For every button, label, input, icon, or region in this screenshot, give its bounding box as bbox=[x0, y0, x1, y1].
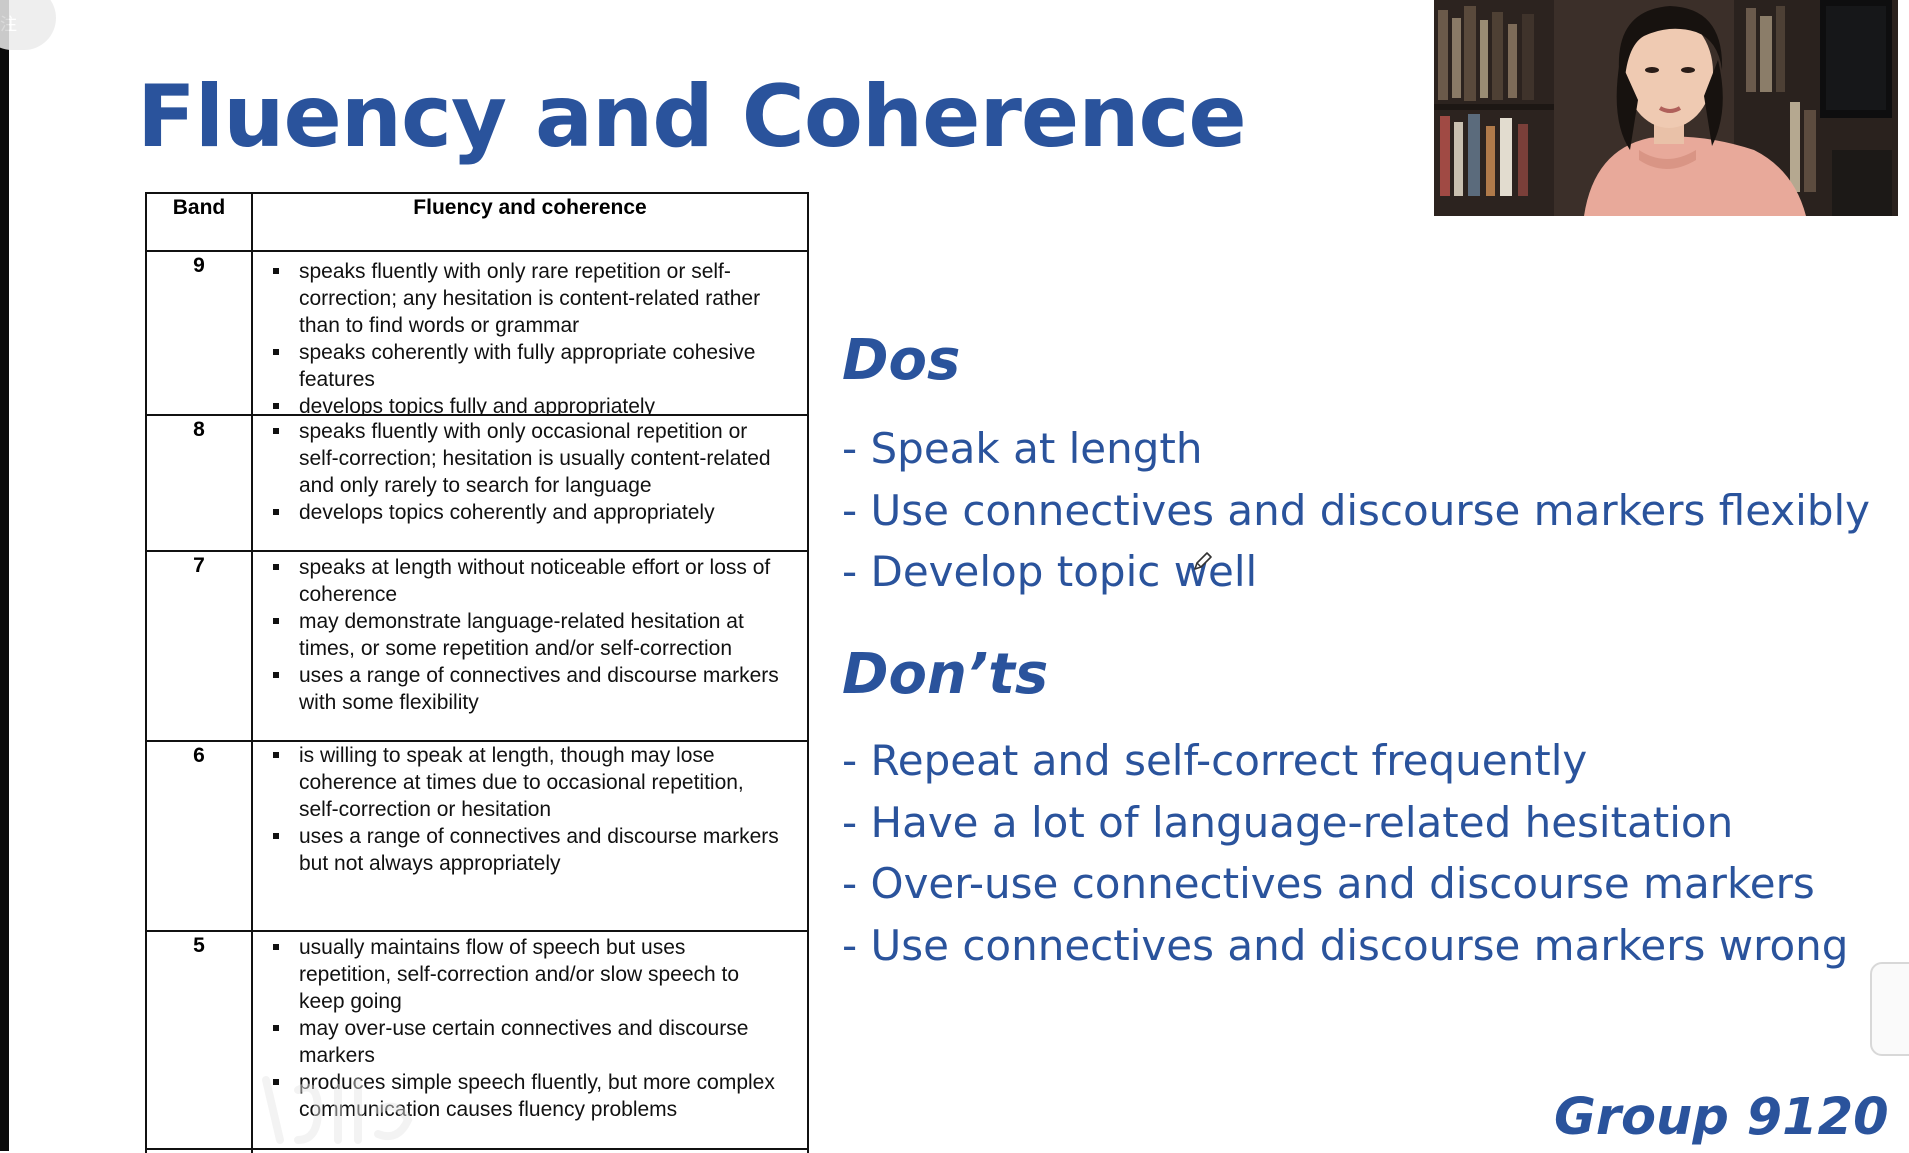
corner-badge[interactable]: 注 bbox=[0, 0, 56, 50]
criterion-column-header: Fluency and coherence bbox=[253, 196, 807, 220]
dos-item: - Develop topic well bbox=[842, 541, 1870, 603]
table-header-row: Band Fluency and coherence bbox=[147, 194, 807, 252]
band-number: 6 bbox=[147, 744, 251, 768]
band-number: 5 bbox=[147, 934, 251, 958]
donts-item: - Have a lot of language-related hesitat… bbox=[842, 792, 1848, 854]
side-panel-handle[interactable] bbox=[1870, 962, 1909, 1056]
descriptor-item: uses a range of connectives and discours… bbox=[299, 823, 779, 877]
descriptor-item: speaks coherently with fully appropriate… bbox=[299, 339, 779, 393]
dos-item: - Use connectives and discourse markers … bbox=[842, 480, 1870, 542]
descriptor-item: usually maintains flow of speech but use… bbox=[299, 934, 779, 1015]
dos-item: - Speak at length bbox=[842, 418, 1870, 480]
descriptor-list: speaks at length without noticeable effo… bbox=[253, 554, 779, 716]
descriptor-item: uses a range of connectives and discours… bbox=[299, 662, 779, 716]
descriptor-item: speaks at length without noticeable effo… bbox=[299, 554, 779, 608]
table-row-band-6: 6 is willing to speak at length, though … bbox=[147, 742, 807, 932]
table-row-band-7: 7 speaks at length without noticeable ef… bbox=[147, 552, 807, 742]
donts-item: - Repeat and self-correct frequently bbox=[842, 730, 1848, 792]
descriptor-item: develops topics fully and appropriately bbox=[299, 393, 779, 416]
donts-heading: Don’ts bbox=[842, 640, 1048, 710]
donts-item: - Use connectives and discourse markers … bbox=[842, 915, 1848, 977]
descriptor-item: is willing to speak at length, though ma… bbox=[299, 742, 779, 823]
band-number: 8 bbox=[147, 418, 251, 442]
descriptor-list: speaks fluently with only occasional rep… bbox=[253, 418, 779, 526]
band-number: 9 bbox=[147, 254, 251, 278]
table-row-band-5: 5 usually maintains flow of speech but u… bbox=[147, 932, 807, 1150]
descriptor-item: may over-use certain connectives and dis… bbox=[299, 1015, 779, 1069]
band-column-header: Band bbox=[147, 196, 251, 220]
left-edge-bar bbox=[0, 0, 9, 1151]
band-descriptor-table: Band Fluency and coherence 9 speaks flue… bbox=[145, 192, 809, 1153]
descriptor-list: speaks fluently with only rare repetitio… bbox=[253, 258, 779, 416]
corner-badge-text: 注 bbox=[0, 10, 17, 35]
table-row-band-9: 9 speaks fluently with only rare repetit… bbox=[147, 252, 807, 416]
band-number: 7 bbox=[147, 554, 251, 578]
presenter-video-image bbox=[1434, 0, 1898, 216]
descriptor-list: is willing to speak at length, though ma… bbox=[253, 742, 779, 877]
descriptor-item: speaks fluently with only occasional rep… bbox=[299, 418, 779, 499]
donts-list: - Repeat and self-correct frequently - H… bbox=[842, 730, 1848, 976]
descriptor-item: develops topics coherently and appropria… bbox=[299, 499, 779, 526]
webcam-video-feed[interactable] bbox=[1434, 0, 1898, 216]
video-watermark-icon bbox=[258, 1070, 428, 1150]
descriptor-item: may demonstrate language-related hesitat… bbox=[299, 608, 779, 662]
slide-title: Fluency and Coherence bbox=[137, 62, 1246, 172]
table-row-band-8: 8 speaks fluently with only occasional r… bbox=[147, 416, 807, 552]
pen-cursor-icon bbox=[1192, 550, 1214, 572]
group-label: Group 9120 bbox=[1554, 1083, 1889, 1153]
dos-heading: Dos bbox=[842, 326, 960, 396]
dos-list: - Speak at length - Use connectives and … bbox=[842, 418, 1870, 603]
descriptor-item: speaks fluently with only rare repetitio… bbox=[299, 258, 779, 339]
donts-item: - Over-use connectives and discourse mar… bbox=[842, 853, 1848, 915]
